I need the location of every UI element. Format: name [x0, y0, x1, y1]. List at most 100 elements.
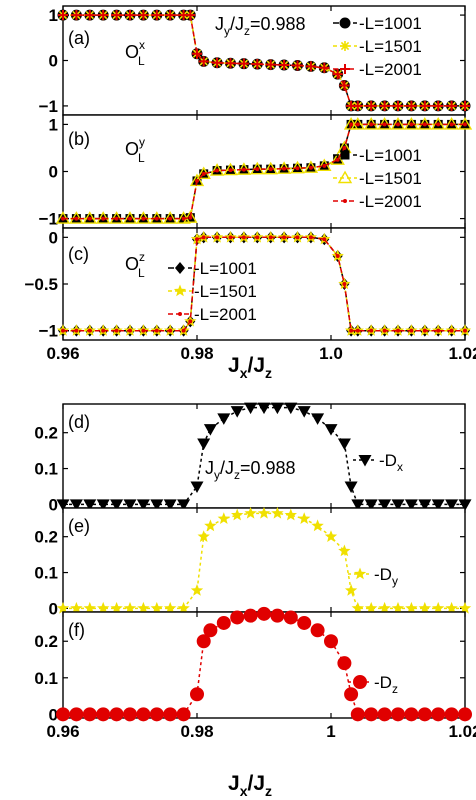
data-point [84, 10, 95, 21]
legend-entry: -L=1501 [194, 282, 257, 301]
x-axis-label-part: z [265, 365, 272, 381]
data-point [250, 161, 265, 175]
data-point [71, 10, 82, 21]
data-point [150, 601, 163, 614]
data-point [396, 328, 400, 333]
data-point [369, 328, 374, 333]
data-point [445, 499, 459, 511]
legend-entry-sub: z [392, 682, 398, 696]
data-point [136, 707, 151, 722]
legend-entry: -Dz [374, 673, 398, 696]
data-point [292, 60, 303, 71]
legend-marker [353, 675, 367, 689]
data-point [189, 173, 205, 187]
data-point [311, 413, 325, 425]
data-point [212, 57, 223, 68]
legend-marker [353, 567, 367, 580]
data-point [69, 499, 83, 511]
data-point [418, 601, 431, 614]
data-point [352, 100, 363, 111]
ratio-part: =0.988 [240, 458, 296, 478]
ratio-annotation: Jy/Jz=0.988 [205, 458, 296, 482]
ratio-part: /J [220, 458, 234, 478]
y-tick-label: −1 [39, 322, 58, 341]
observable-annotation: Oz L [125, 250, 145, 280]
data-point [458, 601, 472, 614]
data-point [257, 606, 271, 621]
ratio-part: =0.988 [250, 14, 306, 34]
annotation-sub: L [138, 266, 145, 280]
data-point [409, 328, 414, 333]
data-point [337, 656, 352, 671]
data-point [230, 406, 244, 418]
legend-marker [340, 64, 350, 74]
annotation-sub: L [138, 151, 145, 165]
data-point [215, 168, 220, 173]
data-point [284, 508, 297, 521]
data-point [379, 100, 390, 111]
data-point [154, 328, 159, 333]
data-point [114, 216, 119, 221]
data-point [391, 499, 405, 511]
data-point [444, 707, 459, 722]
data-point [70, 601, 83, 614]
data-point [290, 160, 305, 174]
data-point [355, 328, 360, 333]
data-point [463, 328, 467, 333]
data-point [337, 438, 351, 450]
data-point [332, 69, 343, 80]
data-point [405, 601, 418, 614]
data-point [58, 10, 68, 21]
axes-frame [62, 5, 466, 116]
y-tick-label: −1 [39, 97, 58, 116]
x-axis-label-part: /J [247, 354, 265, 377]
data-point [366, 100, 377, 111]
data-point [241, 235, 246, 240]
x-tick-label: 0.96 [46, 722, 79, 741]
ratio-part: J [205, 458, 214, 478]
data-point [137, 601, 150, 614]
data-point [404, 707, 419, 722]
data-point [154, 216, 159, 221]
data-point [279, 60, 290, 71]
data-point [82, 707, 97, 722]
data-point [128, 216, 132, 221]
data-point [382, 122, 387, 127]
data-point [128, 328, 132, 333]
data-point [265, 59, 276, 70]
data-point [101, 216, 106, 221]
data-point [458, 707, 472, 722]
observable-annotation: Oy L [125, 135, 145, 165]
panel-c: 0 −0.5 −1 0.96 0.98 1.0 1.02 (c) OzL -L=1001 -L=15… [24, 227, 476, 363]
data-point [432, 601, 445, 614]
data-point [283, 610, 298, 625]
x-axis-label-part: x [240, 783, 248, 799]
data-point [364, 499, 378, 511]
x-axis-label-part: J [228, 772, 240, 795]
x-axis-label: Jx/Jz [228, 772, 272, 799]
ratio-annotation: Jy/Jz=0.988 [215, 14, 306, 38]
data-point [83, 499, 97, 511]
data-point [110, 499, 124, 511]
legend-marker [340, 150, 350, 160]
data-point [203, 424, 217, 436]
legend: -L=1001 -L=1501 -L=2001 [333, 14, 422, 79]
legend-entry-name: -L=1501 [194, 282, 257, 301]
series-0 [56, 506, 472, 614]
x-axis-label-part: z [265, 783, 272, 799]
data-point [255, 167, 260, 172]
panel-label: (b) [68, 129, 90, 149]
data-point [282, 166, 287, 171]
x-axis-label-part: x [240, 365, 248, 381]
data-point [282, 235, 287, 240]
ratio-part: J [215, 14, 224, 34]
legend-marker [358, 455, 372, 467]
data-point [344, 687, 359, 702]
data-point [96, 499, 110, 511]
data-point [149, 707, 164, 722]
data-point [335, 254, 340, 258]
annotation-main: O [125, 139, 139, 159]
y-tick-label: 0.1 [34, 669, 58, 688]
data-point [418, 499, 432, 511]
